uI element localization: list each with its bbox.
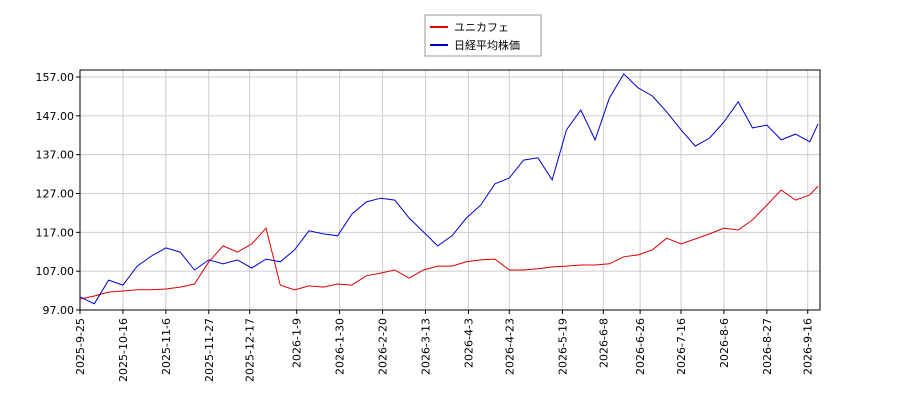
y-tick-label: 117.00 [36, 226, 75, 239]
x-tick-label: 2025-10-16 [117, 318, 130, 382]
x-tick-label: 2025-9-25 [74, 318, 87, 375]
x-tick-label: 2026-3-13 [419, 318, 432, 375]
legend-label: 日経平均株価 [454, 38, 520, 52]
series-line [79, 185, 819, 300]
x-tick-label: 2026-6-8 [597, 318, 610, 368]
x-tick-label: 2026-5-19 [556, 318, 569, 375]
x-tick-label: 2026-4-23 [503, 318, 516, 375]
x-tick-label: 2026-2-20 [377, 318, 390, 375]
x-tick-label: 2026-8-6 [718, 318, 731, 368]
x-tick-label: 2025-11-6 [160, 318, 173, 375]
x-tick-label: 2025-12-17 [244, 318, 257, 382]
y-tick-label: 147.00 [36, 110, 75, 123]
x-tick-label: 2026-8-27 [761, 318, 774, 375]
legend-label: ユニカフェ [454, 21, 509, 34]
x-tick-label: 2026-4-3 [462, 318, 475, 368]
y-tick-label: 137.00 [36, 149, 75, 162]
x-tick-label: 2026-9-16 [802, 318, 815, 375]
x-tick-label: 2026-6-26 [634, 318, 647, 375]
y-tick-label: 97.00 [43, 304, 75, 317]
legend-box [424, 14, 542, 57]
y-tick-label: 107.00 [36, 265, 75, 278]
x-tick-label: 2026-1-9 [291, 318, 304, 368]
x-tick-label: 2026-1-30 [334, 318, 347, 375]
series-line [79, 73, 819, 305]
y-tick-label: 127.00 [36, 187, 75, 200]
x-tick-label: 2025-11-27 [203, 318, 216, 382]
y-tick-label: 157.00 [36, 71, 75, 84]
plot-frame [79, 69, 821, 311]
x-tick-label: 2026-7-16 [675, 318, 688, 375]
